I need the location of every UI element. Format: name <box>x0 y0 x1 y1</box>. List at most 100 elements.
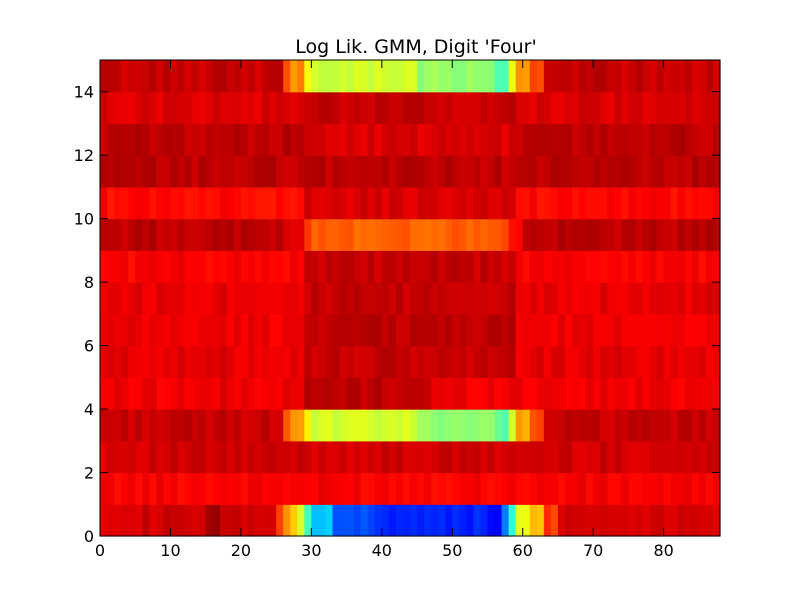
heatmap-cell <box>205 60 214 93</box>
heatmap-cell <box>649 409 658 442</box>
heatmap-cell <box>677 440 686 474</box>
heatmap-cell <box>219 472 228 505</box>
heatmap-cell <box>494 472 503 505</box>
heatmap-cell <box>107 218 115 251</box>
heatmap-cell <box>635 504 644 537</box>
heatmap-cell <box>663 345 672 378</box>
heatmap-cell <box>332 250 341 283</box>
heatmap-cell <box>325 377 334 410</box>
heatmap-cell <box>473 186 482 220</box>
heatmap-cell <box>388 345 397 378</box>
heatmap-cell <box>522 155 531 188</box>
heatmap-cell <box>226 60 235 93</box>
heatmap-cell <box>212 186 221 220</box>
heatmap-cell <box>712 409 721 442</box>
heatmap-cell <box>565 186 573 220</box>
heatmap-cell <box>565 155 573 188</box>
heatmap-cell <box>149 123 157 156</box>
heatmap-cell <box>191 282 200 315</box>
heatmap-cell <box>374 250 383 283</box>
heatmap-cell <box>642 91 651 125</box>
heatmap-cell <box>438 60 446 93</box>
heatmap-cell <box>212 250 221 283</box>
heatmap-cell <box>593 91 601 125</box>
heatmap-cell <box>269 282 277 315</box>
heatmap-cell <box>515 155 524 188</box>
heatmap-cell <box>670 155 679 188</box>
heatmap-cell <box>515 409 524 442</box>
heatmap-cell <box>698 282 707 315</box>
heatmap-cell <box>663 218 672 251</box>
heatmap-cell <box>219 60 228 93</box>
heatmap-cell <box>635 409 644 442</box>
heatmap-cell <box>135 250 143 283</box>
heatmap-cell <box>501 409 510 442</box>
heatmap-cell <box>494 123 503 156</box>
heatmap-cell <box>353 282 362 315</box>
heatmap-cell <box>438 345 446 378</box>
heatmap-cell <box>128 409 136 442</box>
heatmap-cell <box>135 91 143 125</box>
heatmap-cell <box>487 91 496 125</box>
heatmap-cell <box>304 91 312 125</box>
heatmap-cell <box>642 345 651 378</box>
heatmap-cell <box>593 218 601 251</box>
heatmap-cell <box>219 313 228 347</box>
heatmap-cell <box>670 282 679 315</box>
heatmap-cell <box>360 155 369 188</box>
heatmap-cell <box>325 123 334 156</box>
heatmap-cell <box>367 282 376 315</box>
heatmap-cell <box>269 345 277 378</box>
heatmap-cell <box>508 282 517 315</box>
heatmap-cell <box>536 250 545 283</box>
heatmap-cell <box>677 282 686 315</box>
heatmap-cell <box>290 123 298 156</box>
heatmap-cell <box>628 504 637 537</box>
heatmap-cell <box>240 313 249 347</box>
heatmap-cell <box>163 377 172 410</box>
heatmap-cell <box>170 186 179 220</box>
heatmap-cell <box>691 345 700 378</box>
heatmap-cell <box>635 472 644 505</box>
heatmap-cell <box>628 186 637 220</box>
heatmap-cell <box>557 123 566 156</box>
heatmap-cell <box>255 409 263 442</box>
heatmap-cell <box>487 155 496 188</box>
heatmap-cell <box>515 282 524 315</box>
heatmap-cell <box>424 345 432 378</box>
heatmap-cell <box>395 186 404 220</box>
heatmap-cell <box>262 60 270 93</box>
heatmap-cell <box>283 186 291 220</box>
heatmap-cell <box>459 250 467 283</box>
heatmap-cell <box>663 60 672 93</box>
heatmap-cell <box>219 91 228 125</box>
heatmap-cell <box>410 313 418 347</box>
heatmap-cell <box>318 313 327 347</box>
heatmap-cell <box>339 377 348 410</box>
heatmap-cell <box>149 345 157 378</box>
heatmap-cell <box>121 472 129 505</box>
heatmap-cell <box>459 123 467 156</box>
heatmap-cell <box>635 123 644 156</box>
heatmap-cell <box>311 409 320 442</box>
heatmap-cell <box>501 218 510 251</box>
heatmap-cell <box>219 409 228 442</box>
heatmap-cell <box>283 409 291 442</box>
heatmap-cell <box>276 313 284 347</box>
heatmap-cell <box>698 440 707 474</box>
heatmap-cell <box>100 186 108 220</box>
x-tick-label: 80 <box>653 541 673 560</box>
heatmap-cell <box>452 250 460 283</box>
heatmap-cell <box>705 345 714 378</box>
heatmap-cell <box>276 186 284 220</box>
heatmap-cell <box>691 377 700 410</box>
heatmap-cell <box>219 250 228 283</box>
heatmap-cell <box>670 409 679 442</box>
heatmap-cell <box>346 123 355 156</box>
heatmap-cell <box>353 250 362 283</box>
heatmap-cell <box>346 472 355 505</box>
heatmap-cell <box>247 377 256 410</box>
heatmap-cell <box>114 440 122 474</box>
heatmap-cell <box>163 60 172 93</box>
heatmap-cell <box>332 218 341 251</box>
